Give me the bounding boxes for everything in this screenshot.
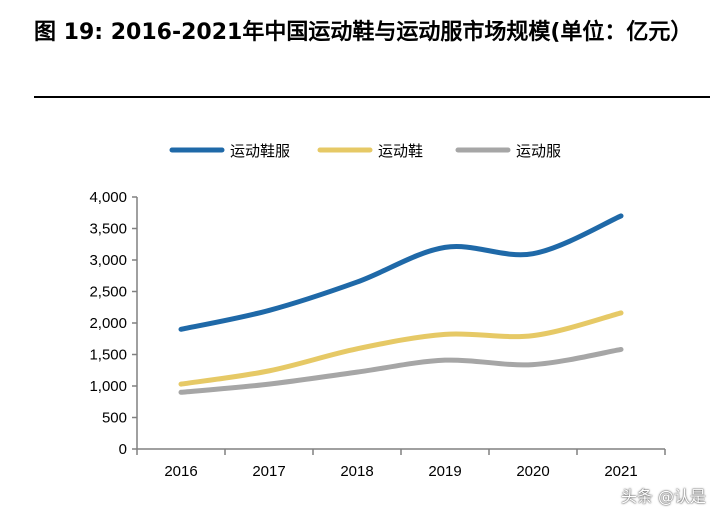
y-tick-label: 0	[119, 441, 127, 458]
series-line-1	[178, 213, 624, 332]
y-tick-label: 3,000	[89, 252, 127, 269]
y-tick-label: 500	[102, 410, 127, 427]
title-rule	[34, 96, 710, 98]
y-tick-label: 3,500	[89, 221, 127, 238]
x-tick-label: 2019	[428, 463, 461, 480]
legend-label: 运动服	[516, 142, 561, 160]
watermark: 头条 @认是	[620, 487, 706, 506]
chart-title: 图 19: 2016-2021年中国运动鞋与运动服市场规模(单位：亿元）	[34, 20, 693, 45]
series-line-2	[178, 310, 624, 387]
y-tick-label: 1,000	[89, 378, 127, 395]
y-tick-label: 1,500	[89, 347, 127, 364]
y-tick-label: 2,000	[89, 315, 127, 332]
series-line-3	[178, 346, 624, 395]
y-tick-label: 4,000	[89, 189, 127, 206]
y-tick-label: 2,500	[89, 284, 127, 301]
x-tick-label: 2016	[164, 463, 197, 480]
legend-label: 运动鞋	[378, 142, 423, 160]
x-tick-label: 2021	[604, 463, 637, 480]
x-tick-label: 2017	[252, 463, 285, 480]
legend-label: 运动鞋服	[230, 142, 290, 160]
x-tick-label: 2018	[340, 463, 373, 480]
x-tick-label: 2020	[516, 463, 549, 480]
